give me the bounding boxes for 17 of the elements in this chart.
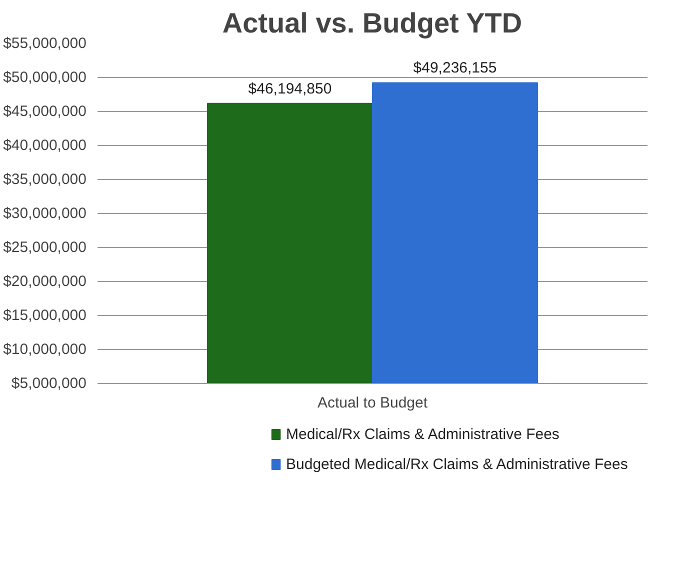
data-label: $49,236,155 bbox=[413, 60, 497, 77]
y-tick-label: $20,000,000 bbox=[3, 273, 87, 290]
y-tick-label: $50,000,000 bbox=[3, 69, 87, 86]
data-label: $46,194,850 bbox=[248, 80, 332, 98]
y-tick-label: $30,000,000 bbox=[3, 205, 87, 222]
y-tick-label: $45,000,000 bbox=[3, 103, 87, 120]
y-tick-label: $40,000,000 bbox=[3, 137, 87, 154]
y-tick-label: $25,000,000 bbox=[3, 239, 87, 256]
legend-label: Medical/Rx Claims & Administrative Fees bbox=[286, 426, 560, 443]
x-tick-label: Actual to Budget bbox=[317, 394, 428, 412]
y-tick-label: $15,000,000 bbox=[3, 307, 87, 324]
y-tick-label: $55,000,000 bbox=[3, 35, 87, 52]
y-tick-label: $35,000,000 bbox=[3, 171, 87, 188]
y-tick-label: $10,000,000 bbox=[3, 341, 87, 358]
legend-label: Budgeted Medical/Rx Claims & Administrative Fees bbox=[286, 456, 628, 473]
chart-title: Actual vs. Budget YTD bbox=[222, 8, 522, 38]
y-tick-label: $5,000,000 bbox=[11, 375, 87, 392]
